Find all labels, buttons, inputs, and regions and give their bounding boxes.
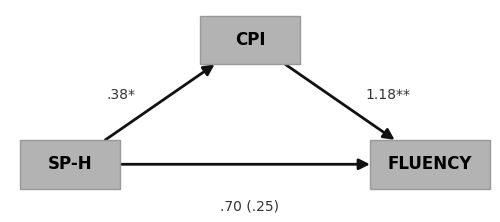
Text: Indirect effect: Indirect effect <box>196 0 304 1</box>
FancyBboxPatch shape <box>200 16 300 64</box>
FancyBboxPatch shape <box>370 140 490 189</box>
FancyBboxPatch shape <box>20 140 120 189</box>
Text: FLUENCY: FLUENCY <box>388 155 472 173</box>
Text: SP-H: SP-H <box>48 155 92 173</box>
Text: 1.18**: 1.18** <box>365 88 410 103</box>
Text: CPI: CPI <box>235 31 265 49</box>
Text: .38*: .38* <box>106 88 135 103</box>
Text: .70 (.25): .70 (.25) <box>220 199 280 214</box>
